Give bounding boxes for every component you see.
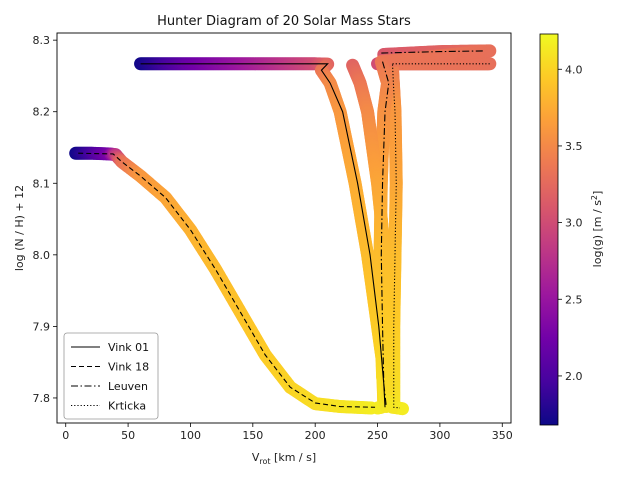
x-tick-label: 250 [367,429,388,442]
x-tick-label: 100 [180,429,201,442]
legend: Vink 01 Vink 18 Leuven Krticka [63,332,159,420]
y-axis-ticks: 7.8 7.9 8.0 8.1 8.2 8.3 [33,34,57,405]
model-line [380,61,390,407]
legend-label: Vink 18 [108,361,149,374]
legend-box [63,332,159,420]
colorbar-tick-label: 3.0 [565,217,583,230]
legend-label: Krticka [108,400,146,413]
axes-frame [56,32,512,424]
y-axis-label: log (N / H) + 12 [13,185,26,271]
chart-title: Hunter Diagram of 20 Solar Mass Stars [157,14,411,29]
x-tick-label: 300 [429,429,450,442]
model-line [381,50,484,54]
legend-label: Vink 01 [108,341,149,354]
y-tick-label: 8.1 [33,177,51,190]
model-line [140,63,386,408]
x-axis-label: Vrot [km / s] [252,451,316,466]
plot-area [69,44,497,416]
y-tick-label: 7.8 [33,392,51,405]
x-axis-ticks: 0 50 100 150 200 250 300 350 [62,423,513,442]
colorbar-tick-label: 2.5 [565,293,583,306]
x-tick-label: 150 [242,429,263,442]
colorbar [540,34,558,425]
colorbar-tick-label: 3.5 [565,140,583,153]
data-point [364,401,378,415]
y-tick-label: 7.9 [33,320,51,333]
x-tick-label: 0 [62,429,69,442]
legend-label: Leuven [108,380,148,393]
x-tick-label: 350 [492,429,513,442]
data-point [386,400,400,414]
y-tick-label: 8.3 [33,34,51,47]
model-line [391,64,401,409]
colorbar-label: log(g) [m / s2] [590,191,604,268]
colorbar-tick-label: 4.0 [565,63,583,76]
x-tick-label: 200 [305,429,326,442]
colorbar-frame [539,33,559,426]
y-tick-label: 8.2 [33,106,51,119]
data-point [395,402,409,416]
colorbar-tick-label: 2.0 [565,370,583,383]
model-line [78,152,376,408]
colorbar-ticks: 2.0 2.5 3.0 3.5 4.0 [558,63,583,383]
y-tick-label: 8.0 [33,249,51,262]
x-tick-label: 50 [121,429,135,442]
